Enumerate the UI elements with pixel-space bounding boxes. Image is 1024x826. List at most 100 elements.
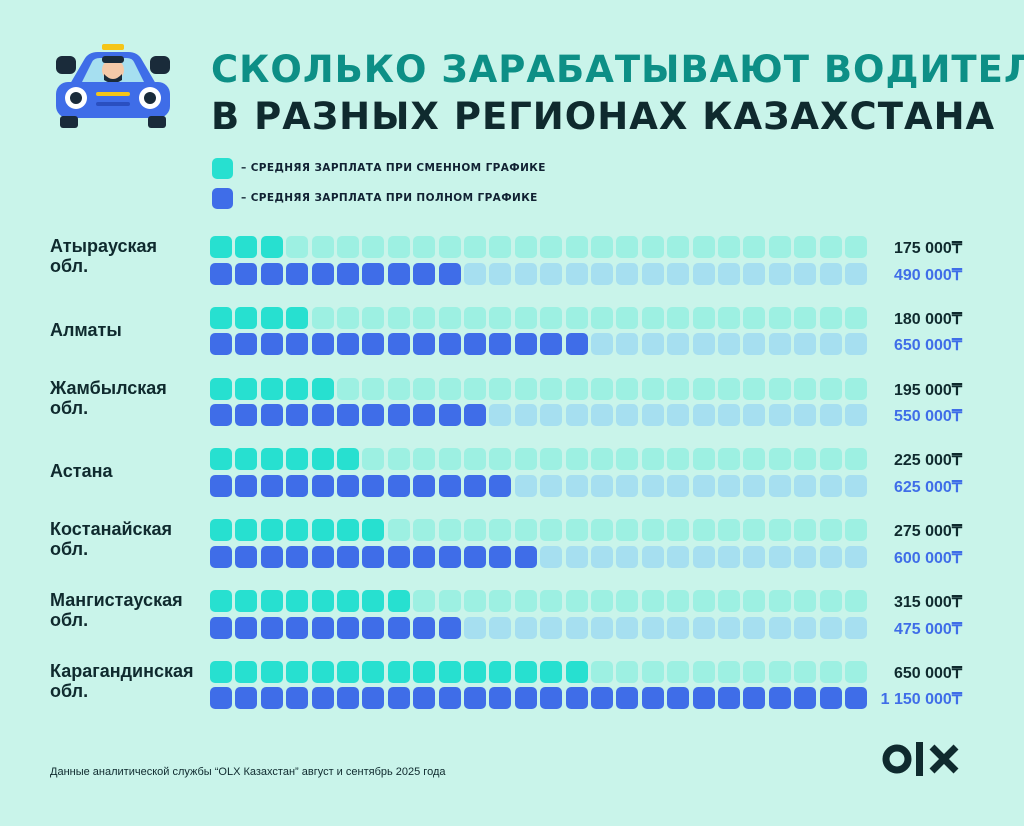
- shift-bar-cell-empty: [311, 306, 334, 329]
- full-bar-cell-filled: [489, 474, 512, 497]
- shift-bar-cell-empty: [718, 448, 740, 471]
- shift-bar-cell-empty: [768, 236, 791, 258]
- shift-bar-cell-empty: [616, 236, 639, 258]
- shift-bar-cell-empty: [362, 236, 385, 258]
- shift-bar-cell-empty: [387, 377, 410, 400]
- full-bar-cell-filled: [540, 333, 563, 356]
- shift-bar-cell-empty: [438, 590, 461, 612]
- shift-bar-cell-empty: [514, 306, 537, 329]
- taxi-car-icon: [56, 44, 170, 128]
- full-value-label: 550 000₸: [893, 408, 962, 426]
- full-bar-cell-empty: [768, 616, 791, 639]
- full-bar-cell-filled: [286, 333, 309, 356]
- shift-bar-cell-filled: [235, 236, 258, 258]
- shift-bar-cell-empty: [794, 590, 817, 612]
- full-bar-cell-filled: [286, 687, 309, 710]
- full-bar-cell-filled: [514, 545, 537, 568]
- legend-item-full: – СРЕДНЯЯ ЗАРПЛАТА ПРИ ПОЛНОМ ГРАФИКЕ: [212, 185, 546, 211]
- shift-bar-cell-filled: [413, 660, 436, 683]
- shift-bar-cell-empty: [692, 306, 715, 329]
- shift-bar-cell-empty: [362, 448, 385, 471]
- shift-bar-cell-empty: [591, 236, 613, 258]
- full-bar-cell-filled: [210, 545, 232, 568]
- shift-bar-cell-filled: [260, 519, 283, 542]
- shift-bar-cell-filled: [362, 660, 385, 683]
- full-bar-cell-empty: [667, 616, 690, 639]
- shift-bar-cell-empty: [768, 660, 791, 683]
- full-bar-cell-empty: [692, 474, 715, 497]
- shift-bar-cell-empty: [743, 448, 766, 471]
- full-bar-cell-filled: [311, 333, 334, 356]
- shift-bar-cell-filled: [311, 590, 334, 612]
- full-bar-cell-empty: [565, 545, 588, 568]
- shift-bar-cell-empty: [743, 660, 766, 683]
- full-bar-cell-empty: [616, 616, 639, 639]
- shift-bar-cell-empty: [540, 306, 563, 329]
- shift-bar-cell-filled: [286, 590, 309, 612]
- shift-bar-cell-empty: [591, 306, 613, 329]
- shift-bar-cell-empty: [514, 448, 537, 471]
- full-bar-cell-empty: [692, 404, 715, 427]
- full-bar-cell-filled: [235, 333, 258, 356]
- shift-bar-cell-filled: [235, 590, 258, 612]
- full-bar-cell-empty: [794, 333, 817, 356]
- full-bar-cell-filled: [260, 616, 283, 639]
- full-bar-cell-empty: [667, 404, 690, 427]
- shift-value-label: 275 000₸: [893, 523, 962, 541]
- full-bar-cell-filled: [387, 474, 410, 497]
- shift-bar-cell-filled: [337, 660, 359, 683]
- olx-logo: [882, 742, 959, 776]
- full-bar-cell-empty: [667, 262, 690, 285]
- shift-bar-cell-empty: [794, 448, 817, 471]
- full-bar-cell-empty: [641, 545, 664, 568]
- shift-bar-cell-filled: [260, 660, 283, 683]
- shift-bar-cell-empty: [616, 306, 639, 329]
- shift-bar-cell-empty: [565, 448, 588, 471]
- shift-bar-cell-empty: [565, 519, 588, 542]
- full-bar-cell-filled: [438, 474, 461, 497]
- region-label-line: обл.: [50, 397, 89, 418]
- shift-bar-cell-empty: [489, 448, 512, 471]
- shift-bar-cell-empty: [489, 236, 512, 258]
- shift-bar-cell-empty: [591, 590, 613, 612]
- shift-bar-cell-filled: [210, 590, 232, 612]
- shift-bar-cell-empty: [540, 448, 563, 471]
- legend-item-shift: – СРЕДНЯЯ ЗАРПЛАТА ПРИ СМЕННОМ ГРАФИКЕ: [212, 155, 546, 181]
- shift-bar-cell-empty: [413, 448, 436, 471]
- full-bar-cell-filled: [413, 687, 436, 710]
- full-bar-cell-empty: [514, 262, 537, 285]
- full-bar-cell-filled: [565, 333, 588, 356]
- full-bar-cell-filled: [489, 545, 512, 568]
- full-bar-cell-filled: [337, 262, 359, 285]
- full-bar-cell-filled: [235, 545, 258, 568]
- shift-bar-cell-filled: [337, 590, 359, 612]
- full-bar-cell-filled: [692, 687, 715, 710]
- full-bar-cell-empty: [616, 474, 639, 497]
- full-bar-cell-filled: [845, 687, 867, 710]
- full-bar-cell-filled: [743, 687, 766, 710]
- shift-bar-cell-empty: [413, 590, 436, 612]
- region-label-line: Жамбылская: [50, 377, 167, 398]
- shift-bar-cell-empty: [565, 590, 588, 612]
- shift-bar-cell-empty: [743, 519, 766, 542]
- shift-bar-cell-empty: [718, 306, 740, 329]
- shift-bar-cell-empty: [794, 377, 817, 400]
- shift-value-label: 315 000₸: [893, 594, 962, 611]
- shift-bar-cell-empty: [667, 236, 690, 258]
- full-bar-cell-filled: [286, 616, 309, 639]
- full-bar-cell-empty: [692, 262, 715, 285]
- shift-bar-cell-filled: [235, 377, 258, 400]
- full-bar-cell-filled: [489, 687, 512, 710]
- shift-bar-cell-empty: [438, 236, 461, 258]
- shift-bar-cell-filled: [210, 236, 232, 258]
- full-bar-cell-empty: [565, 404, 588, 427]
- full-bar-cell-filled: [438, 262, 461, 285]
- full-bar-cell-filled: [667, 687, 690, 710]
- shift-bar-cell-empty: [464, 236, 486, 258]
- shift-bar-cell-empty: [616, 448, 639, 471]
- source-footnote: Данные аналитической службы “OLX Казахст…: [50, 766, 446, 778]
- shift-bar-cell-empty: [387, 236, 410, 258]
- shift-bar-cell-empty: [641, 306, 664, 329]
- full-bar-cell-filled: [311, 616, 334, 639]
- shift-bar-cell-empty: [819, 448, 842, 471]
